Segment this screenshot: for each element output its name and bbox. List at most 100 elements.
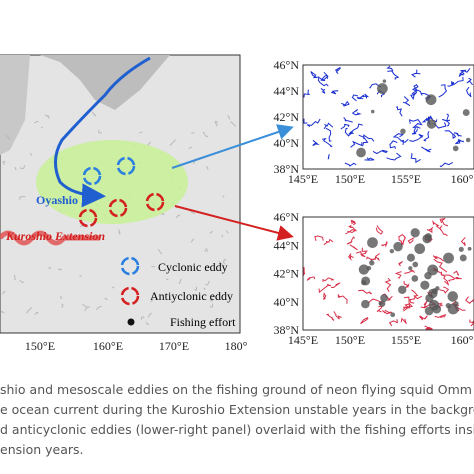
- texture: [223, 258, 227, 265]
- eddy-track: [333, 311, 342, 320]
- eddy-track: [394, 271, 402, 279]
- texture: [6, 134, 12, 141]
- eddy-track: [351, 94, 359, 102]
- eddy-track: [469, 319, 474, 327]
- texture: [194, 286, 198, 291]
- fishing-effort: [414, 243, 426, 255]
- anticyclonic-eddy: [120, 286, 140, 306]
- x-tick-label: 155°E: [391, 333, 421, 347]
- texture: [150, 297, 154, 303]
- texture: [191, 132, 195, 134]
- eddy-track: [445, 113, 451, 122]
- fishing-effort: [358, 264, 369, 275]
- fishing-effort: [458, 246, 464, 252]
- fishing-effort: [425, 293, 434, 303]
- texture: [96, 306, 102, 311]
- texture: [19, 165, 26, 170]
- texture: [29, 153, 33, 156]
- fishing-effort: [462, 109, 470, 116]
- eddy-track: [310, 71, 319, 79]
- anticyclonic-eddy: [145, 192, 165, 212]
- eddy-track: [434, 313, 447, 318]
- x-tick-label: 145°E: [288, 333, 318, 347]
- eddy-track: [439, 225, 448, 237]
- fishing-effort: [443, 252, 454, 264]
- eddy-track: [367, 298, 384, 304]
- texture: [175, 214, 181, 218]
- y-tick-label: 38°N: [274, 162, 300, 176]
- texture: [178, 278, 182, 284]
- y-tick-label: 46°N: [274, 210, 300, 224]
- eddy-track: [401, 238, 406, 246]
- eddy-track: [411, 69, 421, 78]
- eddy-track: [350, 140, 363, 148]
- eddy-track: [424, 325, 433, 330]
- eddy-track: [384, 277, 392, 292]
- eddy-track: [370, 255, 380, 263]
- eddy-track: [350, 219, 357, 226]
- eddy-track: [372, 149, 388, 155]
- texture: [34, 120, 39, 124]
- texture: [57, 268, 62, 271]
- texture: [222, 195, 225, 198]
- fishing-effort: [361, 299, 370, 309]
- eddy-track: [343, 117, 353, 123]
- cyclonic-eddy: [120, 256, 140, 276]
- eddy-track: [419, 315, 428, 321]
- eddy-track: [409, 133, 424, 142]
- eddy-track: [388, 319, 398, 327]
- y-tick-label: 42°N: [274, 110, 300, 124]
- fishing-effort: [382, 79, 387, 83]
- legend-label: Cyclonic eddy: [158, 260, 228, 274]
- x-tick-label: 150°E: [335, 172, 365, 186]
- texture: [1, 311, 5, 314]
- eddy-track: [411, 127, 418, 135]
- eddy-track: [432, 219, 442, 230]
- texture: [209, 303, 214, 308]
- texture: [61, 303, 64, 309]
- texture: [203, 287, 206, 290]
- texture: [150, 265, 156, 268]
- eddy-track: [409, 295, 416, 304]
- eddy-track: [303, 89, 311, 98]
- fishing-ground: [36, 140, 188, 224]
- arrow: [171, 124, 294, 169]
- texture: [157, 248, 163, 255]
- fishing-effort: [424, 306, 434, 316]
- x-tick-label: 145°E: [288, 172, 318, 186]
- fishing-effort: [390, 312, 396, 318]
- eddy-track: [344, 127, 354, 137]
- fishing-effort: [447, 303, 459, 315]
- texture: [60, 296, 63, 300]
- eddy-track: [322, 277, 334, 283]
- eddy-track: [399, 138, 409, 146]
- legend-label: Antiyclonic eddy: [150, 289, 233, 303]
- eddy-track: [325, 127, 332, 142]
- texture: [19, 279, 25, 283]
- arrow: [174, 205, 294, 241]
- eddy-track: [364, 157, 375, 161]
- texture: [188, 146, 193, 149]
- eddy-track: [438, 84, 448, 98]
- eddy-track: [386, 152, 402, 161]
- fishing-effort: [425, 94, 437, 106]
- eddy-track: [335, 66, 341, 75]
- x-tick-label: 170°E: [159, 339, 189, 353]
- texture: [91, 111, 97, 117]
- eddy-track: [426, 227, 434, 234]
- fishing-effort: [370, 109, 375, 114]
- texture: [227, 115, 231, 120]
- eddy-track: [344, 162, 357, 167]
- fishing-effort: [376, 83, 388, 94]
- eddy-track: [410, 153, 421, 164]
- eddy-track: [318, 283, 332, 294]
- legend-dot: [127, 318, 135, 326]
- fishing-effort: [420, 280, 430, 290]
- eddy-track: [382, 309, 392, 315]
- oyashio-current: [54, 56, 151, 208]
- fishing-effort: [459, 254, 467, 262]
- texture: [221, 234, 224, 237]
- eddy-track: [466, 77, 473, 86]
- eddy-track: [455, 277, 462, 280]
- eddy-track: [327, 154, 330, 160]
